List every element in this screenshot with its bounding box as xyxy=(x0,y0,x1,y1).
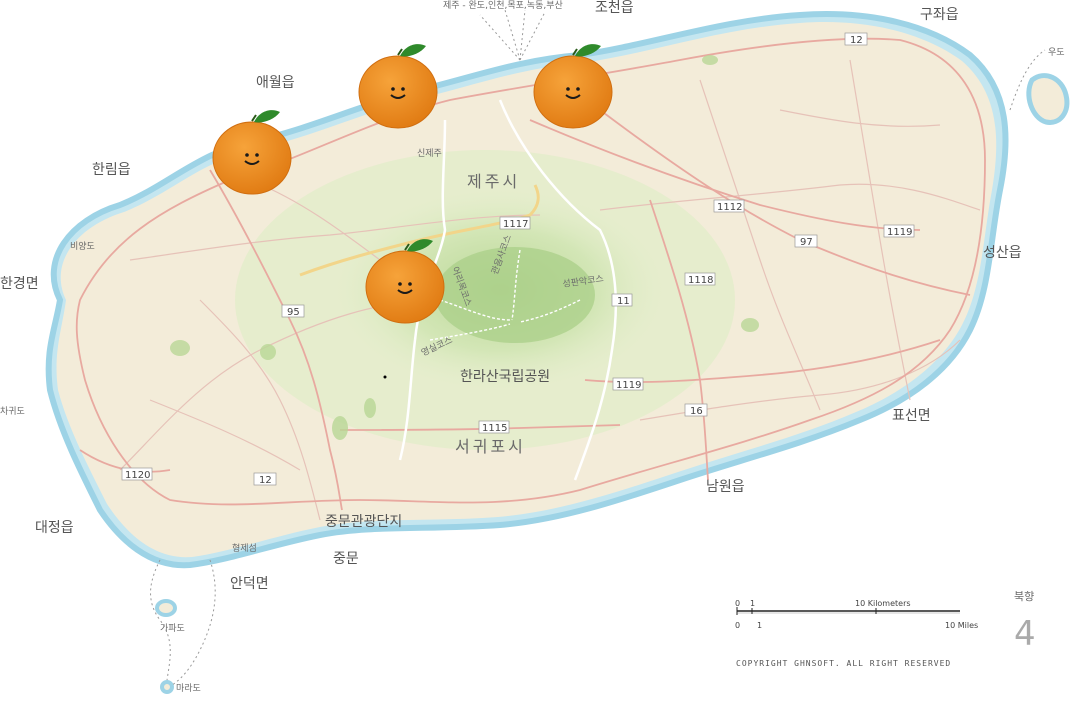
road-shield-12-south: 12 xyxy=(259,475,272,486)
city-seogwipo-si: 서귀포시 xyxy=(455,437,526,456)
scale-km-zero: 0 xyxy=(735,599,740,608)
udo-island xyxy=(1026,73,1070,125)
road-shield-97: 97 xyxy=(800,237,813,248)
marado-island xyxy=(160,680,174,694)
road-shield-1117: 1117 xyxy=(503,219,528,230)
road-shield-95: 95 xyxy=(287,307,300,318)
island-hyeongjeseom: 형제섬 xyxy=(232,543,257,554)
leaf-icon xyxy=(407,239,433,252)
hiking-trails xyxy=(429,249,581,341)
gapado-island xyxy=(155,599,177,617)
road-1112 xyxy=(529,119,921,231)
road-shield-11: 11 xyxy=(617,296,630,307)
scale-km-one: 1 xyxy=(750,599,755,608)
town-aewol: 애월읍 xyxy=(256,75,295,91)
copyright-text: COPYRIGHT GHNSOFT. ALL RIGHT RESERVED xyxy=(736,659,951,668)
town-pyoseon: 표선면 xyxy=(892,408,931,424)
town-hallim: 한림읍 xyxy=(92,162,131,178)
hallasan-national-park-label: 한라산국립공원 xyxy=(460,369,550,385)
leaf-icon xyxy=(575,44,601,57)
park-patches xyxy=(170,55,759,440)
north-label: 북향 xyxy=(1014,590,1034,603)
smile-icon xyxy=(244,160,260,165)
scale-mi-ten: 10 Miles xyxy=(945,621,978,630)
leaf-icon xyxy=(400,44,426,57)
scale-km-ten: 10 Kilometers xyxy=(855,599,911,608)
road-11 xyxy=(498,99,618,481)
road-shield-1112: 1112 xyxy=(717,202,742,213)
ferry-destinations-label: 제주 - 완도,인천,목포,녹동,부산 xyxy=(443,0,563,11)
road-1117 xyxy=(299,184,540,277)
road-shields: 12 1112 97 1119 1117 1118 11 95 1119 16 … xyxy=(121,32,915,486)
town-seongsan: 성산읍 xyxy=(983,245,1022,261)
town-hangyeong: 한경면 xyxy=(0,276,39,292)
tangerine-marker-hallasan[interactable] xyxy=(365,239,445,324)
road-shield-1120: 1120 xyxy=(125,470,150,481)
road-shield-16: 16 xyxy=(690,406,703,417)
scale-bar: 0 1 10 Kilometers 0 1 10 Miles xyxy=(735,599,978,630)
smile-icon xyxy=(565,94,581,99)
ferry-routes xyxy=(150,9,1046,686)
smile-icon xyxy=(397,289,413,294)
town-jocheon: 조천읍 xyxy=(595,0,634,16)
road-shield-1119-east: 1119 xyxy=(887,227,912,238)
city-jeju-si: 제주시 xyxy=(467,172,520,191)
town-gujwa: 구좌읍 xyxy=(920,7,959,23)
area-sinjeju: 신제주 xyxy=(417,148,442,159)
town-jungmun-resort: 중문관광단지 xyxy=(325,514,402,530)
smile-icon xyxy=(390,94,406,99)
road-shield-1118: 1118 xyxy=(688,275,713,286)
road-1115 xyxy=(339,424,621,431)
island-udo: 우도 xyxy=(1048,47,1065,58)
island-gapado: 가파도 xyxy=(160,623,185,634)
town-jungmun: 중문 xyxy=(333,551,359,567)
town-andeok: 안덕면 xyxy=(230,576,269,592)
eye-icon xyxy=(576,87,580,91)
island-biyangdo: 비양도 xyxy=(70,241,95,252)
town-daejeong: 대정읍 xyxy=(35,520,74,536)
tangerine-marker-aewol[interactable] xyxy=(358,44,438,129)
road-shield-1119-south: 1119 xyxy=(616,380,641,391)
island-chagwido: 차귀도 xyxy=(0,405,25,417)
road-95 xyxy=(209,169,343,511)
town-namwon: 남원읍 xyxy=(706,479,745,495)
eye-icon xyxy=(391,87,395,91)
north-arrow-icon: 4 xyxy=(1014,614,1036,654)
eye-icon xyxy=(245,153,249,157)
scale-mi-one: 1 xyxy=(757,621,762,630)
eye-icon xyxy=(408,282,412,286)
island-marado: 마라도 xyxy=(176,683,201,694)
road-shield-12-north: 12 xyxy=(850,35,863,46)
tangerine-marker-jocheon[interactable] xyxy=(533,44,613,129)
road-shield-1115: 1115 xyxy=(482,423,507,434)
road-1118 xyxy=(649,199,709,481)
eye-icon xyxy=(398,282,402,286)
scale-mi-zero: 0 xyxy=(735,621,740,630)
hallasan-summit-dot xyxy=(383,375,387,379)
eye-icon xyxy=(255,153,259,157)
eye-icon xyxy=(566,87,570,91)
leaf-icon xyxy=(254,110,280,123)
tangerine-marker-hallim[interactable] xyxy=(212,110,292,195)
eye-icon xyxy=(401,87,405,91)
